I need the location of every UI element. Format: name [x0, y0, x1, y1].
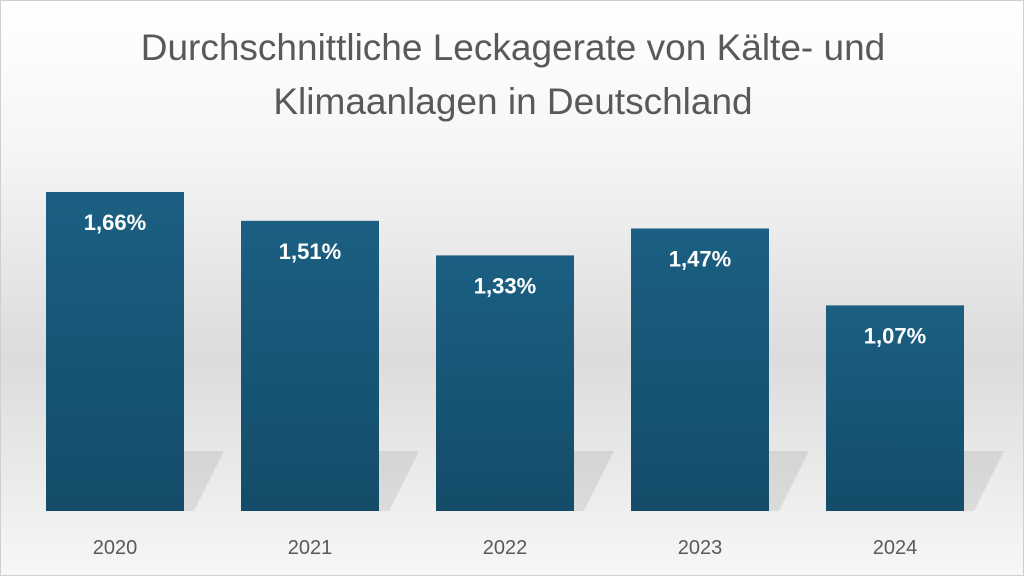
data-label: 1,07%: [864, 323, 926, 348]
data-label: 1,51%: [279, 239, 341, 264]
x-tick-label: 2020: [93, 537, 138, 559]
bar-2020: [46, 192, 184, 511]
data-label: 1,33%: [474, 273, 536, 298]
bar-shadow: [769, 451, 809, 511]
chart-title-line-1: Durchschnittliche Leckagerate von Kälte-…: [140, 27, 886, 68]
x-tick-label: 2023: [678, 537, 723, 559]
bar-shadow: [184, 451, 224, 511]
bar-shadow: [964, 451, 1004, 511]
chart-title-line-2: Klimaanlagen in Deutschland: [273, 81, 753, 122]
x-tick-label: 2022: [483, 537, 528, 559]
data-label: 1,66%: [84, 210, 146, 235]
x-tick-label: 2021: [288, 537, 333, 559]
x-tick-label: 2024: [873, 537, 918, 559]
bar-2024: [826, 305, 964, 511]
bar-2021: [241, 220, 379, 511]
bar-shadow: [379, 451, 419, 511]
bar-2023: [631, 228, 769, 511]
data-label: 1,47%: [669, 247, 731, 272]
bar-shadow: [574, 451, 614, 511]
bar-2022: [436, 255, 574, 511]
